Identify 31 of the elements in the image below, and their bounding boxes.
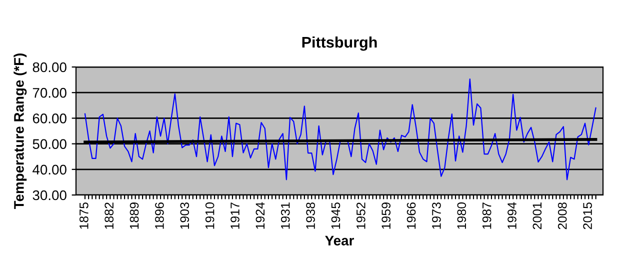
x-tick-label: 2008 <box>558 202 567 230</box>
y-tick-label: 80.00 <box>32 62 66 72</box>
line-series <box>84 78 596 180</box>
chart-title: Pittsburgh <box>302 36 377 51</box>
x-tick-label: 1903 <box>180 202 190 229</box>
x-tick-label: 1931 <box>280 202 290 229</box>
x-tick-label: 1966 <box>406 202 416 229</box>
x-tick-label: 1973 <box>432 202 441 229</box>
x-tick-label: 1882 <box>104 202 114 229</box>
y-tick-label: 40.00 <box>32 164 66 175</box>
x-tick-label: 1952 <box>356 202 366 229</box>
x-tick-label: 1889 <box>130 202 139 229</box>
y-tick-label: 60.00 <box>32 114 66 124</box>
x-tick-label: 1910 <box>205 202 214 229</box>
x-tick-label: 1987 <box>482 202 492 229</box>
x-tick-label: 1980 <box>457 202 466 229</box>
x-tick-label: 2015 <box>583 202 592 230</box>
x-tick-label: 1938 <box>306 202 315 229</box>
y-tick-label: 50.00 <box>32 139 66 149</box>
x-tick-label: 1875 <box>79 202 88 229</box>
x-tick-label: 1945 <box>331 202 340 229</box>
x-tick-label: 2001 <box>532 202 542 230</box>
x-tick-label: 1917 <box>230 202 240 229</box>
x-tick-label: 1924 <box>256 202 265 229</box>
x-tick-label: 1959 <box>382 202 391 229</box>
x-tick-label: 1994 <box>508 202 516 229</box>
x-axis-title: Year <box>325 236 354 246</box>
y-axis-title: Temperature Range (*F) <box>14 53 27 210</box>
y-tick-label: 70.00 <box>32 88 66 98</box>
x-tick-label: 1896 <box>155 202 164 229</box>
y-tick-label: 30.00 <box>32 190 66 200</box>
